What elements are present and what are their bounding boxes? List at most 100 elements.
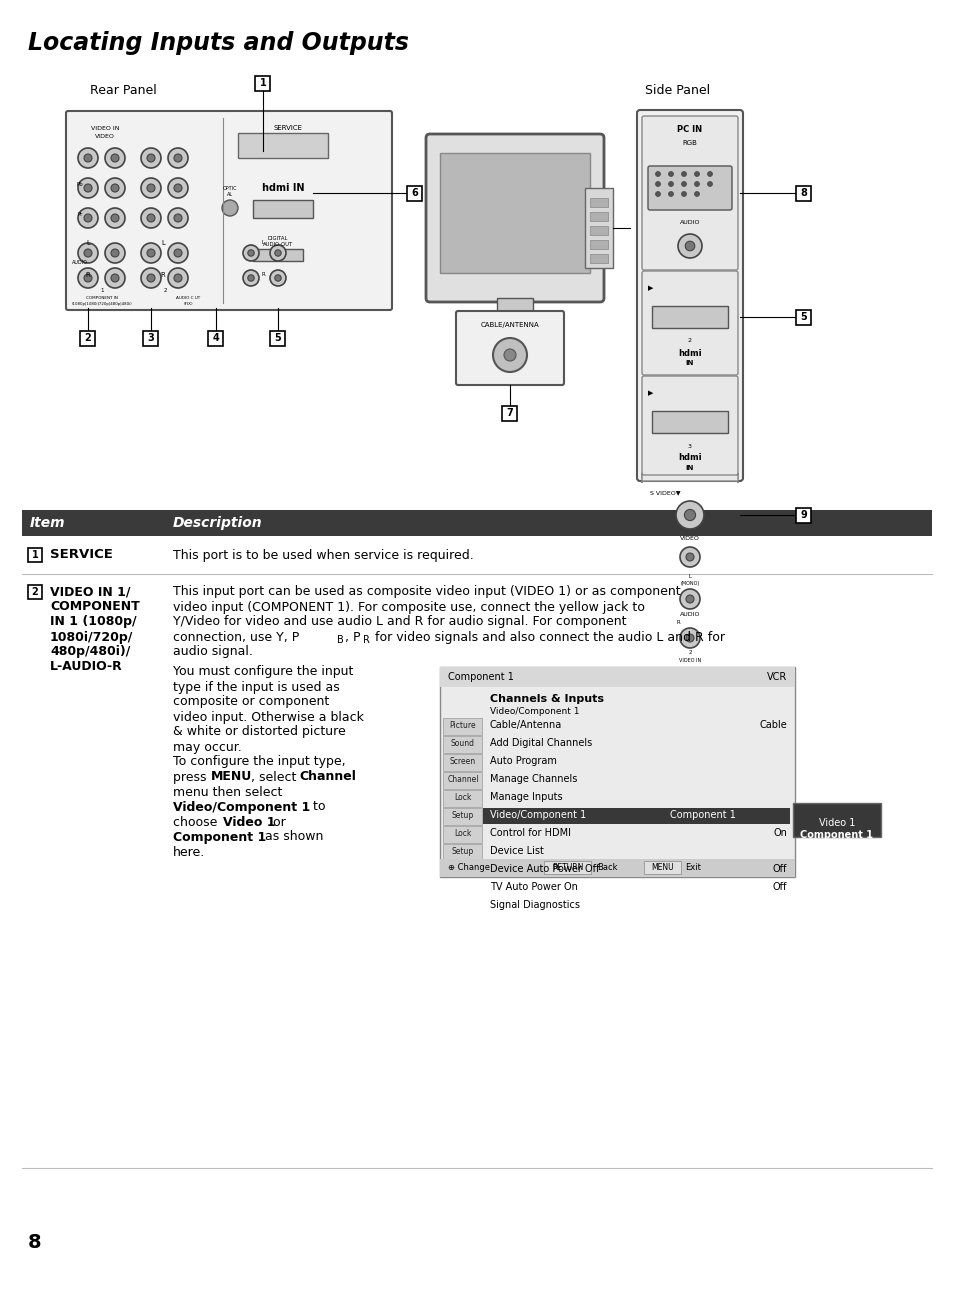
Text: Lock: Lock xyxy=(454,828,471,837)
Text: Locating Inputs and Outputs: Locating Inputs and Outputs xyxy=(28,31,409,55)
Text: 480p/480i)/: 480p/480i)/ xyxy=(50,645,131,658)
Text: VCR: VCR xyxy=(766,672,786,681)
Circle shape xyxy=(105,208,125,228)
Text: Device Auto Power Off: Device Auto Power Off xyxy=(490,864,598,874)
Bar xyxy=(271,331,285,345)
Circle shape xyxy=(78,148,98,167)
Text: 1: 1 xyxy=(100,287,104,292)
Text: Component 1: Component 1 xyxy=(800,829,873,840)
FancyBboxPatch shape xyxy=(443,789,482,806)
Text: L: L xyxy=(688,575,691,579)
Circle shape xyxy=(678,234,701,258)
Bar xyxy=(796,186,811,200)
Circle shape xyxy=(78,267,98,288)
Text: Off: Off xyxy=(772,864,786,874)
Bar xyxy=(589,212,607,221)
Circle shape xyxy=(141,148,161,167)
Text: Cable: Cable xyxy=(759,720,786,729)
Circle shape xyxy=(694,171,699,177)
Text: Setup: Setup xyxy=(452,846,474,855)
Text: type if the input is used as: type if the input is used as xyxy=(172,680,339,693)
Bar xyxy=(439,153,589,273)
Text: (MONO): (MONO) xyxy=(679,580,699,585)
Text: 3: 3 xyxy=(687,444,691,449)
FancyBboxPatch shape xyxy=(641,376,738,480)
Text: Component 1: Component 1 xyxy=(172,831,266,844)
FancyBboxPatch shape xyxy=(443,844,482,861)
Text: 4: 4 xyxy=(213,334,219,343)
FancyBboxPatch shape xyxy=(443,736,482,753)
Text: RGB: RGB xyxy=(681,140,697,145)
Text: 5: 5 xyxy=(800,312,806,322)
Circle shape xyxy=(679,546,700,567)
Text: AUDIO-OUT: AUDIO-OUT xyxy=(263,243,293,248)
Circle shape xyxy=(684,241,694,251)
FancyBboxPatch shape xyxy=(647,166,731,210)
Text: 5: 5 xyxy=(274,334,281,343)
Text: AL: AL xyxy=(227,192,233,197)
Bar xyxy=(209,331,223,345)
Text: choose: choose xyxy=(172,815,221,828)
Circle shape xyxy=(243,270,258,286)
Text: here.: here. xyxy=(172,845,205,858)
Circle shape xyxy=(141,208,161,228)
Text: Device List: Device List xyxy=(490,846,543,855)
Text: , select: , select xyxy=(251,771,300,784)
Text: AUDIO: AUDIO xyxy=(72,261,88,266)
Text: Auto Program: Auto Program xyxy=(490,755,557,766)
Circle shape xyxy=(141,243,161,263)
Text: Picture: Picture xyxy=(449,720,476,729)
Text: IN: IN xyxy=(685,465,694,471)
Text: ▶: ▶ xyxy=(647,286,653,291)
Text: Video/Component 1: Video/Component 1 xyxy=(490,810,586,820)
Circle shape xyxy=(655,171,659,177)
Bar xyxy=(22,510,931,536)
Circle shape xyxy=(680,171,686,177)
Circle shape xyxy=(248,249,253,256)
Circle shape xyxy=(105,178,125,199)
Circle shape xyxy=(707,171,712,177)
Bar xyxy=(237,132,328,158)
Text: hdmi: hdmi xyxy=(678,348,701,357)
Text: L: L xyxy=(86,240,90,247)
FancyBboxPatch shape xyxy=(443,718,482,735)
Text: CABLE/ANTENNA: CABLE/ANTENNA xyxy=(480,322,538,328)
Text: Description: Description xyxy=(172,517,262,530)
Circle shape xyxy=(683,509,695,520)
FancyBboxPatch shape xyxy=(443,826,482,842)
Text: 1: 1 xyxy=(31,550,38,559)
Text: MENU: MENU xyxy=(211,771,252,784)
Text: (FIX): (FIX) xyxy=(183,302,193,306)
Text: Manage Channels: Manage Channels xyxy=(490,774,577,784)
Text: 3: 3 xyxy=(148,334,154,343)
Bar xyxy=(407,186,422,200)
Text: VIDEO IN: VIDEO IN xyxy=(91,126,119,131)
Text: Channel: Channel xyxy=(298,771,355,784)
Text: Video 1: Video 1 xyxy=(223,815,275,828)
Circle shape xyxy=(668,192,673,196)
Text: MENU: MENU xyxy=(651,863,674,872)
Circle shape xyxy=(694,182,699,187)
Circle shape xyxy=(668,182,673,187)
Circle shape xyxy=(78,178,98,199)
Circle shape xyxy=(147,154,154,162)
Circle shape xyxy=(147,274,154,282)
Text: IN: IN xyxy=(685,360,694,366)
Text: SERVICE: SERVICE xyxy=(274,125,302,131)
Circle shape xyxy=(168,243,188,263)
Bar xyxy=(253,249,303,261)
Text: R: R xyxy=(676,619,679,624)
Circle shape xyxy=(274,275,281,282)
Text: 2: 2 xyxy=(31,587,38,597)
Circle shape xyxy=(173,154,182,162)
Text: AUDIO: AUDIO xyxy=(679,613,700,618)
Text: On: On xyxy=(772,828,786,839)
Bar xyxy=(589,240,607,249)
Text: Component 1: Component 1 xyxy=(669,810,735,820)
Bar xyxy=(796,309,811,324)
Bar xyxy=(255,75,271,91)
Text: Channel: Channel xyxy=(447,775,478,784)
Bar xyxy=(502,405,517,421)
Text: VIDEO: VIDEO xyxy=(679,536,700,541)
Bar xyxy=(651,411,727,434)
